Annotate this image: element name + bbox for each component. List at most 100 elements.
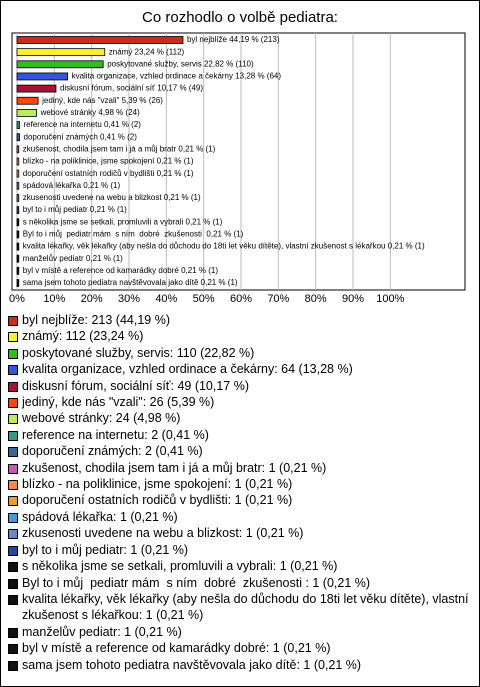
legend-item: zkusenosti uvedene na webu a blizkost: 1… (8, 525, 470, 541)
legend-item: známý: 112 (23,24 %) (8, 328, 470, 344)
legend-swatch (8, 529, 18, 540)
bar (16, 36, 184, 44)
legend-item: Byl to i můj pediatr mám s ním dobré zku… (8, 575, 470, 591)
legend-label: s několika jsme se setkali, promluvili a… (22, 559, 338, 574)
legend-swatch (8, 398, 18, 409)
legend-item: kvalita lékařky, věk lékařky (aby nešla … (8, 591, 470, 624)
x-tick-label: 90% (342, 293, 364, 305)
bar (16, 194, 20, 202)
bar-label: blízko - na poliklinice, jsme spokojení … (23, 157, 194, 166)
legend-swatch (8, 430, 18, 441)
legend-swatch (8, 365, 18, 376)
legend-item: manželův pediatr: 1 (0,21 %) (8, 624, 470, 640)
x-tick-label: 70% (267, 293, 289, 305)
legend-swatch (8, 594, 18, 605)
legend-label: sama jsem tohoto pediatra navštěvovala j… (22, 657, 362, 672)
x-tick-label: 0% (9, 293, 25, 305)
bar (16, 48, 106, 57)
legend-swatch (8, 562, 18, 573)
bar-label: byl nejblíže 44,19 % (213) (187, 35, 280, 44)
bar-label: s několika jsme se setkali, promluvili a… (23, 217, 223, 226)
legend-swatch (8, 627, 18, 638)
legend-item: kvalita organizace, vzhled ordinace a če… (8, 361, 470, 377)
legend-item: poskytované služby, servis: 110 (22,82 %… (8, 345, 470, 361)
bar-label: zkusenosti uvedene na webu a blizkost 0,… (23, 193, 201, 202)
plot-area (11, 32, 466, 291)
bar (16, 84, 57, 93)
bar-label: spádová lékařka 0,21 % (1) (23, 181, 121, 190)
legend-label: byl to i můj pediatr: 1 (0,21 %) (22, 542, 189, 557)
legend-label: spádová lékařka: 1 (0,21 %) (22, 509, 178, 524)
bar (16, 279, 20, 287)
x-tick-label: 40% (155, 293, 177, 305)
bar (16, 109, 37, 117)
bar-label: sama jsem tohoto pediatra navštěvovala j… (23, 278, 238, 287)
legend-label: kvalita lékařky, věk lékařky (aby nešla … (22, 591, 473, 623)
legend-item: diskusní fórum, sociální síť: 49 (10,17 … (8, 378, 470, 394)
legend-label: byl v místě a reference od kamarádky dob… (22, 641, 331, 656)
x-tick-label: 100% (376, 293, 404, 305)
legend-swatch (8, 463, 18, 474)
legend-label: jediný, kde nás "vzali": 26 (5,39 %) (22, 395, 215, 410)
x-tick-label: 10% (43, 293, 65, 305)
bar-label: známý 23,24 % (112) (109, 47, 185, 56)
bar (16, 145, 20, 154)
bar (16, 133, 20, 142)
bar-label: byl to i můj pediatr 0,21 % (1) (23, 205, 127, 214)
bar (16, 206, 20, 215)
legend-swatch (8, 578, 18, 589)
bar (16, 157, 20, 166)
legend-item: doporučení ostatních rodičů v bydlišti: … (8, 492, 470, 508)
legend-item: s několika jsme se setkali, promluvili a… (8, 558, 470, 574)
legend-item: reference na internetu: 2 (0,41 %) (8, 427, 470, 443)
bar-label: poskytované služby, servis 22,82 % (110) (107, 59, 254, 68)
bar-label: reference na internetu 0,41 % (2) (24, 120, 142, 129)
legend-swatch (8, 644, 18, 655)
legend-swatch (8, 414, 18, 425)
legend-item: jediný, kde nás "vzali": 26 (5,39 %) (8, 394, 470, 410)
legend-item: byl to i můj pediatr: 1 (0,21 %) (8, 542, 470, 558)
legend-label: zkusenosti uvedene na webu a blizkost: 1… (22, 526, 304, 541)
legend-item: byl v místě a reference od kamarádky dob… (8, 640, 470, 656)
bar-label: diskusní fórum, sociální síť 10,17 % (49… (60, 84, 203, 93)
legend-label: známý: 112 (23,24 %) (22, 329, 144, 344)
bar (16, 254, 20, 263)
bar (16, 121, 20, 129)
legend-label: Byl to i můj pediatr mám s ním dobré zku… (22, 575, 371, 590)
bar (16, 181, 20, 190)
legend-label: kvalita organizace, vzhled ordinace a če… (22, 362, 353, 377)
legend-swatch (8, 348, 18, 359)
bar (16, 169, 20, 178)
bar (16, 60, 104, 69)
legend-swatch (8, 545, 18, 556)
legend-label: doporučení známých: 2 (0,41 %) (22, 444, 203, 459)
bar-label: doporučení ostatních rodičů v bydlišti 0… (23, 169, 194, 178)
legend-swatch (8, 480, 18, 491)
bar-label: byl v místě a reference od kamarádky dob… (23, 266, 219, 275)
legend-item: spádová lékařka: 1 (0,21 %) (8, 509, 470, 525)
bar-label: manželův pediatr 0,21 % (1) (23, 254, 123, 263)
legend-swatch (8, 381, 18, 392)
legend-swatch (8, 660, 18, 671)
chart: Co rozhodlo o volbě pediatra: 0% 10% 20% 30… (9, 9, 466, 305)
legend-label: zkušenost, chodila jsem tam i já a můj b… (22, 460, 327, 475)
legend-label: diskusní fórum, sociální síť: 49 (10,17 … (22, 378, 250, 393)
bar (16, 72, 68, 81)
legend-swatch (8, 447, 18, 458)
legend-item: zkušenost, chodila jsem tam i já a můj b… (8, 460, 470, 476)
x-tick-label: 60% (230, 293, 252, 305)
x-tick-label: 20% (81, 293, 103, 305)
legend-swatch (8, 332, 18, 343)
legend-swatch (8, 512, 18, 523)
legend-label: reference na internetu: 2 (0,41 %) (22, 427, 209, 442)
legend-item: blízko - na poliklinice, jsme spokojení:… (8, 476, 470, 492)
legend-item: webové stránky: 24 (4,98 %) (8, 410, 470, 426)
x-tick-label: 80% (305, 293, 327, 305)
legend-label: manželův pediatr: 1 (0,21 %) (22, 624, 182, 639)
bar-label: zkušenost, chodila jsem tam i já a můj b… (23, 144, 216, 153)
chart-title: Co rozhodlo o volbě pediatra: (142, 9, 338, 26)
bar-label: Byl to i můj pediatr mám s ním dobré zku… (23, 230, 244, 239)
legend-swatch (8, 496, 18, 507)
bar (16, 242, 20, 251)
legend-item: sama jsem tohoto pediatra navštěvovala j… (8, 657, 470, 673)
